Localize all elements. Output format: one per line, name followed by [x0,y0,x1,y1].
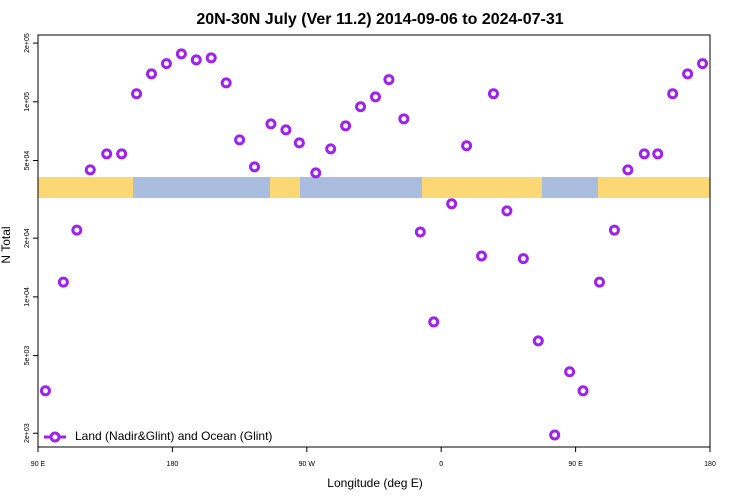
y-tick-label: 2e+03 [24,423,31,443]
point [249,161,261,173]
x-tick-label: 90 W [299,461,316,468]
point [446,198,458,210]
point [369,91,381,103]
point [577,385,589,397]
point [355,101,367,113]
legend-marker [49,431,61,443]
point [461,140,473,152]
x-axis-label: Longitude (deg E) [327,476,422,490]
point [549,429,561,441]
point [205,52,217,64]
plot-frame [37,34,711,448]
x-tick-label: 0 [439,461,443,468]
legend-label: Land (Nadir&Glint) and Ocean (Glint) [75,429,272,443]
point [414,226,426,238]
point [697,58,709,70]
point [234,134,246,146]
point [593,276,605,288]
point [682,68,694,80]
point [310,167,322,179]
point [293,137,305,149]
point [517,253,529,265]
point [190,54,202,66]
point [383,74,395,86]
point [160,58,172,70]
point [84,164,96,176]
point [652,148,664,160]
y-tick-label: 5e+04 [24,151,31,171]
point [622,164,634,176]
point [131,88,143,100]
map-strip [38,177,710,198]
x-tick-label: 180 [167,461,179,468]
x-tick-label: 90 E [568,461,583,468]
y-tick-label: 2e+04 [24,228,31,248]
point [71,224,83,236]
point [145,68,157,80]
x-tick-label: 90 E [31,461,46,468]
y-tick-label: 1e+04 [24,287,31,307]
point [476,250,488,262]
point [608,224,620,236]
point [564,366,576,378]
point [220,77,232,89]
point [116,148,128,160]
point [428,316,440,328]
point [57,276,69,288]
point [667,88,679,100]
y-tick-label: 5e+03 [24,346,31,366]
point [175,48,187,60]
point [398,113,410,125]
point [280,124,292,136]
point [638,148,650,160]
point [101,148,113,160]
point [265,118,277,130]
x-tick-label: 180 [704,461,716,468]
point [487,88,499,100]
point [340,120,352,132]
point [325,143,337,155]
chart-title: 20N-30N July (Ver 11.2) 2014-09-06 to 20… [196,11,563,28]
point [39,385,51,397]
point [532,335,544,347]
y-tick-label: 1e+05 [24,92,31,112]
point [501,205,513,217]
y-tick-label: 2e+05 [24,33,31,53]
y-axis-label: N Total [0,226,13,263]
